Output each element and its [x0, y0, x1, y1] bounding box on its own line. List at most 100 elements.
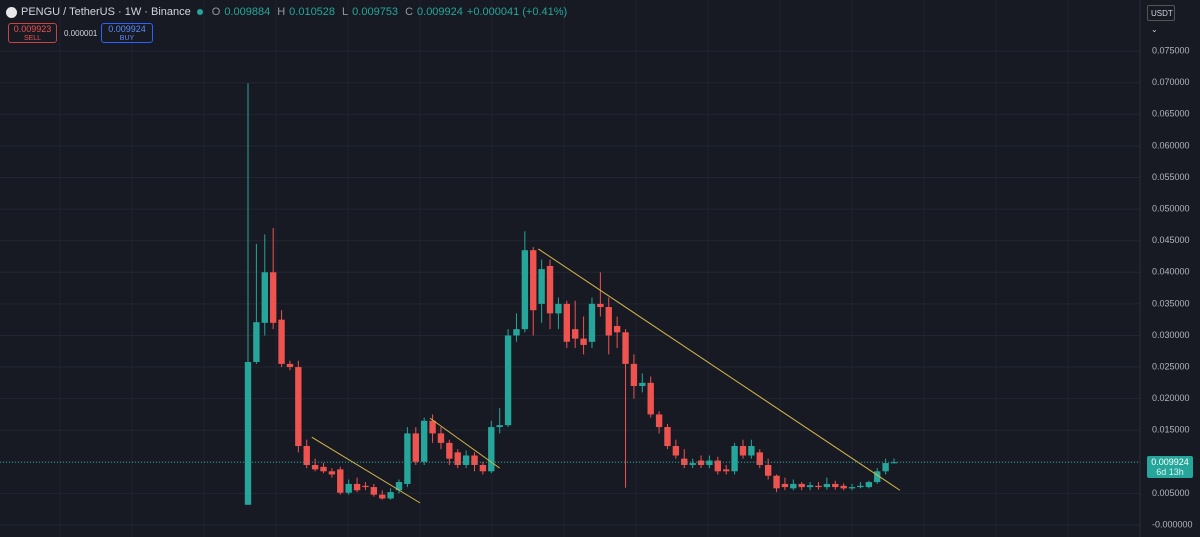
candle-body	[496, 425, 503, 428]
candle-body	[370, 487, 378, 495]
candle-body	[471, 455, 478, 465]
candle-body	[823, 483, 831, 488]
candle-body	[714, 460, 722, 472]
open-label: O	[211, 6, 221, 18]
candle-body	[874, 471, 881, 483]
y-tick-label: 0.070000	[1152, 77, 1190, 87]
candle-body	[404, 433, 411, 484]
low-label: L	[342, 6, 349, 18]
currency: USDT	[1151, 9, 1173, 18]
y-tick-label: 0.065000	[1152, 109, 1190, 119]
close-label: C	[405, 6, 414, 18]
candle-body	[723, 469, 730, 472]
candle-body	[530, 250, 537, 311]
candle-body	[513, 329, 520, 336]
candle-body	[580, 338, 587, 345]
candle-body	[689, 463, 696, 465]
trendline	[538, 248, 901, 491]
candle-body	[739, 446, 747, 456]
high-value: 0.010528	[289, 6, 336, 18]
candle-body	[613, 325, 621, 333]
candle-body	[832, 483, 839, 488]
candle-body	[655, 414, 663, 428]
candle-body	[462, 455, 470, 465]
candle-body	[345, 483, 352, 493]
chart-title[interactable]: PENGU / TetherUS · 1W · Binance	[21, 6, 191, 18]
candle-body	[555, 303, 562, 314]
candle-body	[454, 452, 461, 465]
trendline	[429, 417, 500, 469]
y-tick-label: 0.030000	[1152, 330, 1190, 340]
candle-body	[261, 272, 268, 323]
candle-body	[295, 367, 302, 447]
y-tick-label: 0.075000	[1152, 46, 1190, 56]
spread: 0.000001	[64, 29, 98, 38]
candle-body	[748, 446, 755, 456]
candle-body	[278, 319, 285, 364]
candle-body	[253, 322, 260, 363]
candle-body	[546, 265, 554, 314]
candle-body	[395, 482, 403, 491]
candle-body	[840, 485, 847, 489]
candle-body	[697, 460, 705, 465]
candle-body	[664, 427, 671, 447]
buy-price: 0.009924	[108, 24, 146, 34]
candle-body	[756, 452, 763, 465]
y-tick-label: 0.005000	[1152, 488, 1190, 498]
y-tick-label: 0.045000	[1152, 235, 1190, 245]
candle-body	[597, 303, 604, 308]
buy-label: BUY	[119, 35, 135, 42]
candle-body	[605, 307, 612, 336]
candle-body	[639, 382, 646, 387]
candle-body	[353, 483, 361, 491]
currency-select[interactable]: USDT ⌄	[1147, 5, 1175, 34]
candle-body	[320, 466, 327, 472]
candle-body	[622, 332, 629, 364]
y-tick-label: 0.055000	[1152, 172, 1190, 182]
last-price-label: 0.009924 6d 13h	[1147, 456, 1193, 478]
candle-body	[488, 427, 495, 472]
candle-body	[504, 335, 512, 426]
candle-body	[815, 485, 822, 488]
trendline	[311, 436, 421, 504]
candle-body	[286, 363, 294, 368]
y-tick-label: 0.050000	[1152, 203, 1190, 213]
candle-body	[790, 483, 797, 489]
buy-button[interactable]: 0.009924 BUY	[101, 23, 153, 43]
candle-body	[429, 420, 436, 434]
candle-body	[848, 487, 856, 489]
candle-body	[798, 483, 805, 488]
candle-body	[311, 464, 319, 470]
y-tick-label: 0.040000	[1152, 267, 1190, 277]
candle-body	[420, 420, 428, 462]
candle-body	[731, 446, 738, 472]
y-tick-label: -0.000000	[1152, 519, 1193, 529]
candle-body	[479, 464, 487, 472]
candle-body	[337, 469, 344, 493]
status-dot	[196, 9, 203, 15]
candle-body	[538, 269, 545, 304]
candle-body	[647, 382, 654, 415]
y-tick-label: 0.025000	[1152, 361, 1190, 371]
low-value: 0.009753	[352, 6, 399, 18]
candle-body	[706, 460, 713, 465]
y-tick-label: 0.060000	[1152, 140, 1190, 150]
chart-header: PENGU / TetherUS · 1W · Binance O 0.00988…	[6, 6, 567, 18]
change: +0.000041 (+0.41%)	[466, 6, 568, 18]
candle-body	[379, 494, 386, 499]
candle-body	[773, 475, 780, 489]
countdown: 6d 13h	[1156, 467, 1184, 477]
candle-body	[244, 362, 252, 505]
symbol-icon	[6, 6, 17, 18]
candle-body	[437, 433, 445, 443]
candle-body	[865, 482, 873, 488]
candle-body	[806, 485, 814, 488]
sell-button[interactable]: 0.009923 SELL	[8, 23, 57, 43]
open-value: 0.009884	[224, 6, 271, 18]
candle-body	[412, 433, 419, 462]
candle-body	[446, 442, 453, 459]
high-label: H	[277, 6, 286, 18]
close-value: 0.009924	[417, 6, 463, 18]
